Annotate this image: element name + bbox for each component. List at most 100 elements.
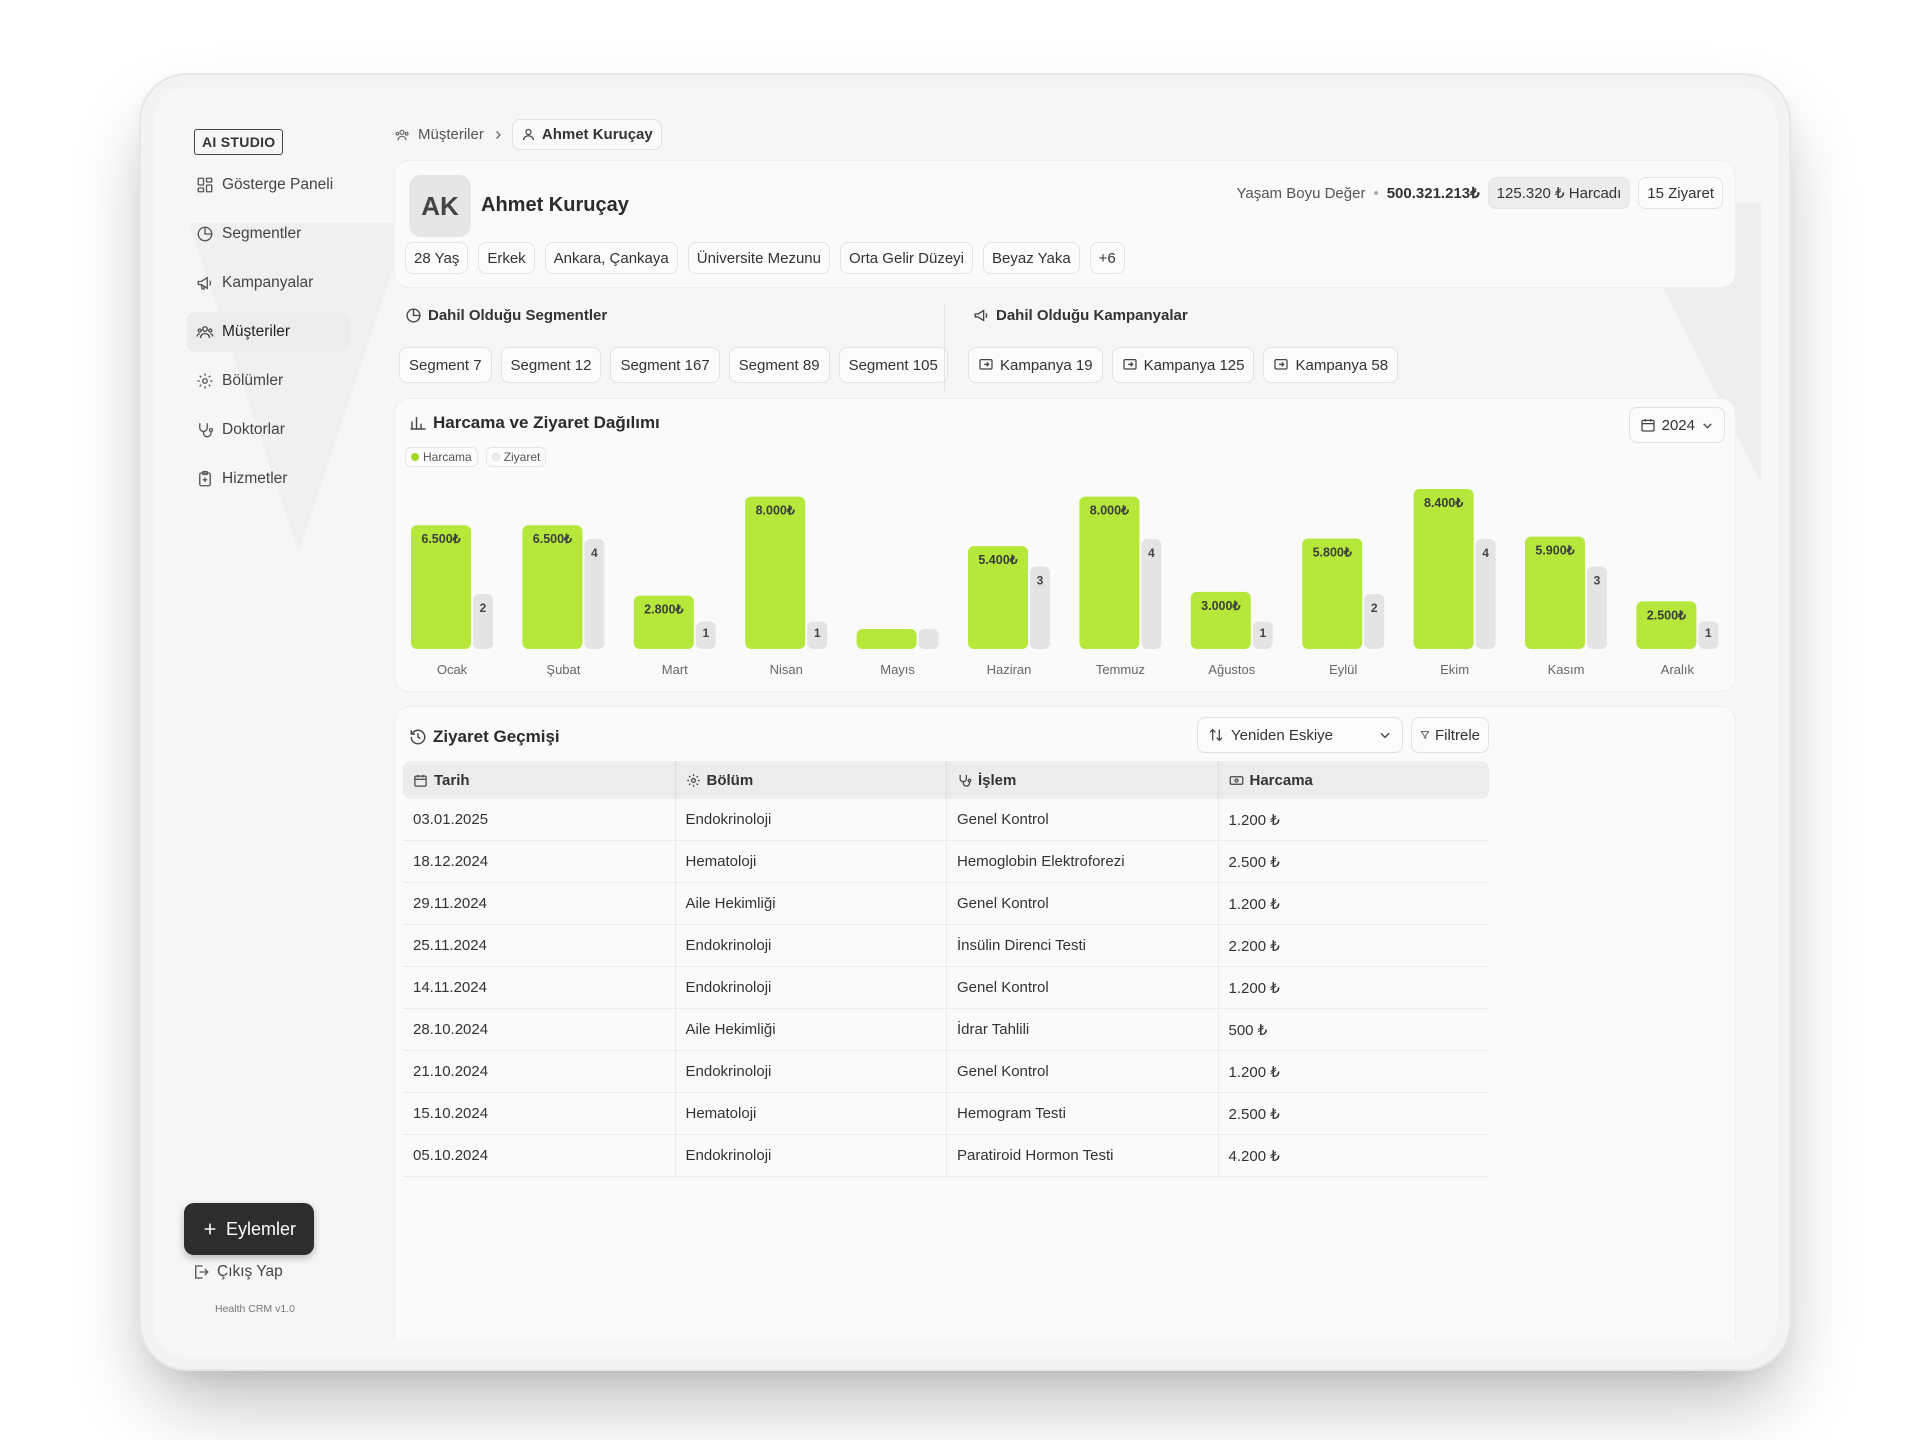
bar-harcama[interactable] — [1525, 536, 1585, 649]
clipboard-icon — [199, 470, 211, 487]
x-axis-tick-label: Haziran — [987, 662, 1032, 677]
bar-ziyaret[interactable] — [807, 621, 828, 650]
sidebar-item-doctors[interactable]: Doktorlar — [187, 410, 349, 450]
column-header-procedure[interactable]: İşlem — [946, 761, 1218, 799]
bar-harcama[interactable] — [1190, 591, 1251, 649]
bar-ziyaret[interactable] — [1141, 539, 1162, 649]
bar-harcama[interactable] — [1413, 489, 1474, 649]
bar-harcama[interactable] — [633, 595, 694, 649]
bar-harcama[interactable] — [522, 525, 583, 649]
campaign-chip[interactable]: Kampanya 58 — [1263, 347, 1399, 383]
legend-item-ziyaret[interactable]: Ziyaret — [485, 447, 547, 467]
table-row[interactable]: 21.10.2024 Endokrinoloji Genel Kontrol 1.20… — [403, 1051, 1489, 1093]
lifetime-value-summary: Yaşam Boyu Değer • 500.321.213₺ 125.320 … — [1236, 177, 1723, 209]
breadcrumb-current: Ahmet Kuruçay — [511, 119, 662, 150]
customer-profile-card: AK Ahmet Kuruçay Yaşam Boyu Değer • 500.… — [395, 161, 1735, 287]
bar-harcama-label: 6.500₺ — [533, 532, 573, 546]
column-header-date[interactable]: Tarih — [403, 761, 675, 799]
bar-ziyaret[interactable] — [473, 594, 493, 649]
logout-button[interactable]: Çıkış Yap — [192, 1263, 283, 1281]
sidebar-item-campaigns[interactable]: Kampanyalar — [187, 263, 349, 303]
bar-ziyaret[interactable] — [584, 539, 605, 649]
filter-button[interactable]: Filtrele — [1411, 717, 1489, 753]
bar-harcama[interactable] — [745, 496, 806, 649]
campaigns-title-label: Dahil Olduğu Kampanyalar — [996, 307, 1188, 324]
bar-ziyaret[interactable] — [918, 629, 939, 649]
sidebar-item-label: Kampanyalar — [222, 274, 314, 291]
money-icon — [1229, 775, 1243, 785]
bar-ziyaret[interactable] — [1030, 566, 1050, 650]
procedure-cell: İdrar Tahlili — [946, 1009, 1218, 1050]
visit-history-title: Ziyaret Geçmişi — [409, 727, 560, 747]
date-cell: 29.11.2024 — [413, 895, 487, 912]
sort-select[interactable]: Yeniden Eskiye — [1197, 717, 1403, 753]
x-axis-tick-label: Şubat — [546, 662, 580, 677]
segment-chip[interactable]: Segment 105 — [838, 347, 948, 383]
bar-ziyaret[interactable] — [1587, 566, 1607, 650]
segment-chip[interactable]: Segment 89 — [728, 347, 830, 383]
table-row[interactable]: 14.11.2024 Endokrinoloji Genel Kontrol 1.20… — [403, 967, 1489, 1009]
sidebar: AI STUDIO Gösterge Paneli Segmentler Kam… — [169, 103, 379, 1341]
sidebar-item-segments[interactable]: Segmentler — [187, 214, 349, 254]
bar-harcama[interactable] — [1636, 601, 1697, 649]
table-row[interactable]: 15.10.2024 Hematoloji Hemogram Testi 2.500 … — [403, 1093, 1489, 1135]
table-row[interactable]: 03.01.2025 Endokrinoloji Genel Kontrol 1.20… — [403, 799, 1489, 841]
bar-ziyaret[interactable] — [695, 621, 716, 650]
bar-harcama-label: 2.800₺ — [644, 603, 684, 617]
table-row[interactable]: 18.12.2024 Hematoloji Hemoglobin Elektrofo… — [403, 841, 1489, 883]
year-select[interactable]: 2024 — [1628, 407, 1725, 443]
legend-item-harcama[interactable]: Harcama — [405, 447, 478, 467]
stethoscope-icon — [199, 423, 214, 438]
table-row[interactable]: 25.11.2024 Endokrinoloji İnsülin Direnci T… — [403, 925, 1489, 967]
avatar: AK — [409, 175, 471, 237]
column-header-department[interactable]: Bölüm — [674, 761, 947, 799]
actions-button[interactable]: Eylemler — [184, 1203, 314, 1255]
department-cell: Endokrinoloji — [674, 1135, 947, 1176]
customer-name: Ahmet Kuruçay — [481, 194, 629, 216]
campaign-chip-label: Kampanya 58 — [1295, 356, 1389, 374]
customer-tags: 28 Yaş Erkek Ankara, Çankaya Üniversite … — [405, 242, 1125, 274]
segment-chip[interactable]: Segment 7 — [399, 347, 492, 383]
bar-ziyaret[interactable] — [1475, 539, 1496, 649]
spend-cell: 500 ₺ — [1217, 1009, 1490, 1050]
tag-gender: Erkek — [478, 242, 535, 274]
user-icon — [522, 128, 534, 141]
segments-title-label: Dahil Olduğu Segmentler — [428, 307, 608, 324]
sidebar-item-label: Müşteriler — [222, 323, 291, 340]
more-tags-button[interactable]: +6 — [1089, 242, 1125, 274]
bar-harcama[interactable] — [1079, 496, 1140, 649]
bar-harcama[interactable] — [856, 629, 917, 649]
column-header-spend[interactable]: Harcama — [1217, 761, 1490, 799]
breadcrumb-parent[interactable]: Müşteriler — [418, 126, 484, 143]
filter-button-label: Filtrele — [1434, 726, 1480, 744]
segment-chip[interactable]: Segment 12 — [500, 347, 602, 383]
table-header: Tarih Bölüm İşlem Harcama — [403, 761, 1489, 799]
sidebar-item-dashboard[interactable]: Gösterge Paneli — [187, 165, 349, 205]
department-cell: Endokrinoloji — [674, 799, 947, 840]
bar-ziyaret[interactable] — [1698, 621, 1719, 650]
sidebar-item-customers[interactable]: Müşteriler — [187, 312, 349, 352]
bar-ziyaret-label: 1 — [1705, 626, 1712, 640]
sort-icon — [1209, 728, 1223, 742]
bar-harcama-label: 8.000₺ — [756, 504, 796, 518]
campaign-chip[interactable]: Kampanya 19 — [968, 347, 1103, 383]
table-row[interactable]: 29.11.2024 Aile Hekimliği Genel Kontrol 1.2… — [403, 883, 1489, 925]
x-axis-tick-label: Aralık — [1661, 662, 1695, 677]
segment-chip[interactable]: Segment 167 — [610, 347, 720, 383]
bar-harcama-label: 2.500₺ — [1647, 608, 1687, 622]
sidebar-item-services[interactable]: Hizmetler — [187, 459, 349, 499]
campaign-chip[interactable]: Kampanya 125 — [1111, 347, 1255, 383]
bar-ziyaret[interactable] — [1252, 621, 1273, 650]
table-row[interactable]: 28.10.2024 Aile Hekimliği İdrar Tahlili 500… — [403, 1009, 1489, 1051]
bar-chart: 6.500₺ 2 Ocak 6.500₺ 4 Şubat 2.800₺ 1 Mart 8.000₺… — [411, 489, 1719, 677]
filter-icon — [1420, 731, 1430, 739]
bar-ziyaret[interactable] — [1364, 594, 1385, 649]
bar-harcama[interactable] — [968, 546, 1028, 649]
plus-icon — [204, 1223, 216, 1235]
bar-harcama[interactable] — [1302, 538, 1363, 649]
table-row[interactable]: 05.10.2024 Endokrinoloji Paratiroid Hormon… — [403, 1135, 1489, 1177]
procedure-cell: Hemoglobin Elektroforezi — [946, 841, 1218, 882]
bar-harcama[interactable] — [411, 525, 471, 649]
bar-ziyaret-label: 4 — [591, 546, 598, 560]
sidebar-item-departments[interactable]: Bölümler — [187, 361, 349, 401]
